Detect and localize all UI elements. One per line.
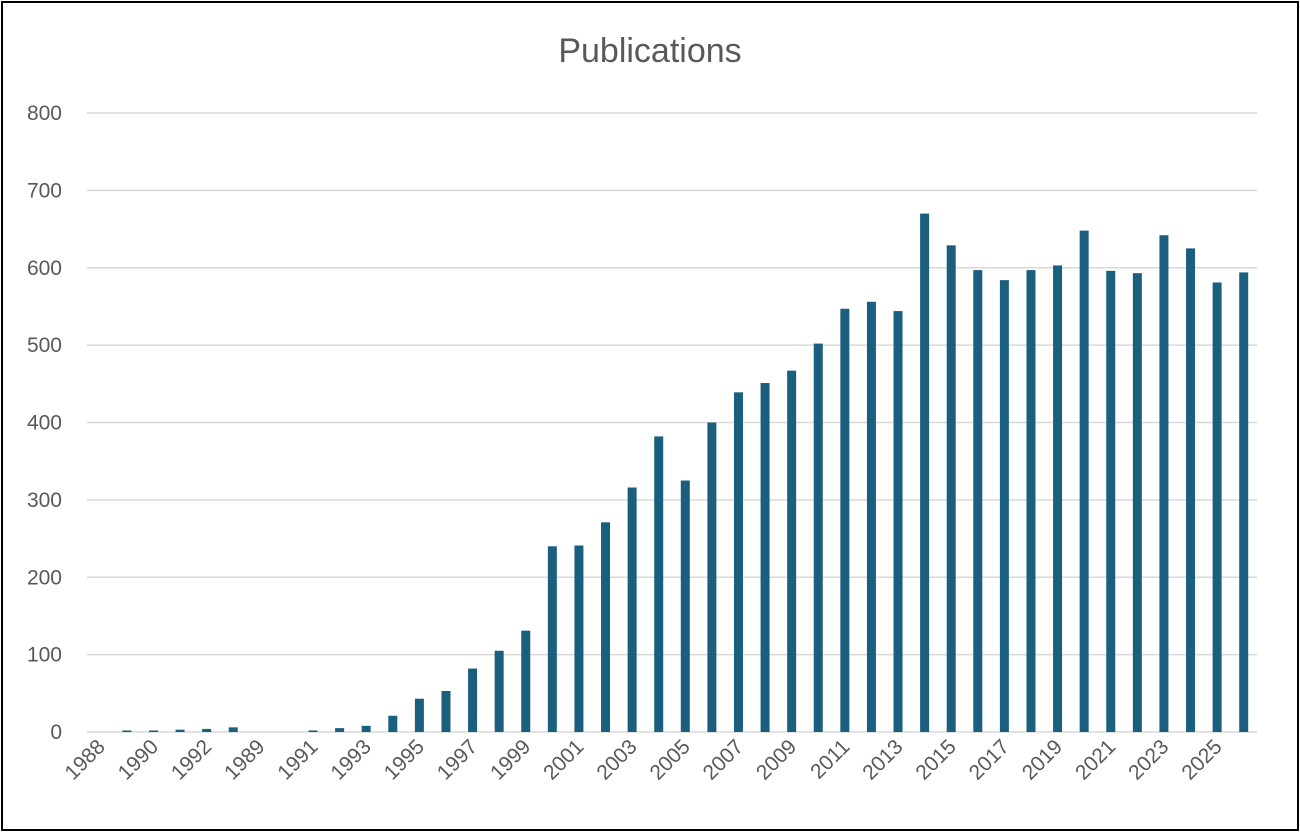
x-tick-label: 1995 — [380, 735, 429, 784]
bar — [1239, 272, 1249, 732]
bar — [547, 546, 557, 732]
bar — [1053, 265, 1063, 732]
bar — [468, 668, 478, 732]
bar — [1212, 282, 1222, 732]
bar — [680, 480, 690, 732]
x-tick-label: 1997 — [433, 735, 482, 784]
x-tick-label: 1991 — [273, 735, 322, 784]
x-tick-label: 2019 — [1018, 735, 1067, 784]
bar — [148, 730, 158, 732]
x-tick-label: 2013 — [858, 735, 907, 784]
bar — [361, 725, 371, 732]
chart-title: Publications — [558, 32, 741, 70]
x-tick-label: 2017 — [965, 735, 1014, 784]
bar — [228, 727, 238, 732]
bar — [866, 301, 876, 732]
y-tick-label: 500 — [27, 334, 62, 357]
bar — [1106, 270, 1116, 732]
x-tick-label: 2021 — [1071, 735, 1120, 784]
y-tick-label: 400 — [27, 412, 62, 435]
y-axis-ticks: 0 100 200 300 400 500 600 700 800 — [27, 102, 62, 744]
bars — [122, 213, 1249, 733]
bar — [840, 308, 850, 732]
x-tick-label: 2005 — [646, 735, 695, 784]
bar — [1079, 230, 1089, 733]
x-tick-label: 2011 — [806, 735, 854, 783]
bar — [787, 370, 797, 732]
x-tick-label: 1992 — [167, 735, 216, 784]
bar — [388, 715, 398, 732]
bar — [946, 245, 956, 732]
bar — [414, 698, 424, 732]
bar — [574, 545, 584, 732]
y-tick-label: 0 — [50, 721, 62, 744]
bar — [654, 436, 664, 732]
bar — [308, 730, 318, 732]
x-tick-label: 2001 — [539, 735, 588, 784]
bar — [999, 280, 1009, 732]
x-tick-label: 2023 — [1124, 735, 1173, 784]
y-tick-label: 300 — [27, 489, 62, 512]
x-tick-label: 2015 — [911, 735, 960, 784]
x-tick-label: 2003 — [592, 735, 641, 784]
y-tick-label: 700 — [27, 179, 62, 202]
bar — [707, 422, 717, 732]
x-tick-label: 1990 — [114, 735, 163, 784]
x-tick-label: 1988 — [61, 735, 110, 784]
bar — [813, 343, 823, 732]
bar — [1026, 270, 1036, 732]
x-tick-label: 1993 — [326, 735, 375, 784]
bar — [733, 392, 743, 732]
bar — [893, 311, 903, 732]
bar — [494, 650, 504, 732]
y-tick-label: 100 — [27, 644, 62, 667]
bar — [175, 729, 185, 732]
bar — [973, 270, 983, 732]
bar — [627, 487, 637, 732]
y-tick-label: 200 — [27, 566, 62, 589]
bar — [202, 728, 212, 732]
x-tick-label: 1989 — [220, 735, 269, 784]
bar — [335, 728, 345, 732]
bar — [1159, 235, 1169, 732]
x-tick-label: 2007 — [699, 735, 748, 784]
bar — [521, 630, 531, 732]
bar — [441, 690, 451, 732]
bar — [1132, 273, 1142, 732]
x-tick-label: 2009 — [752, 735, 801, 784]
bar — [1186, 248, 1196, 732]
bar — [601, 522, 611, 732]
y-tick-label: 600 — [27, 257, 62, 280]
bar — [920, 213, 930, 732]
x-axis-ticks: 1988 1990 1992 1989 1991 1993 1995 1997 1999 2001… — [61, 735, 1227, 784]
x-tick-label: 1999 — [486, 735, 535, 784]
bar — [122, 730, 132, 732]
bar — [760, 383, 770, 732]
y-tick-label: 800 — [27, 102, 62, 125]
x-tick-label: 2025 — [1177, 735, 1226, 784]
